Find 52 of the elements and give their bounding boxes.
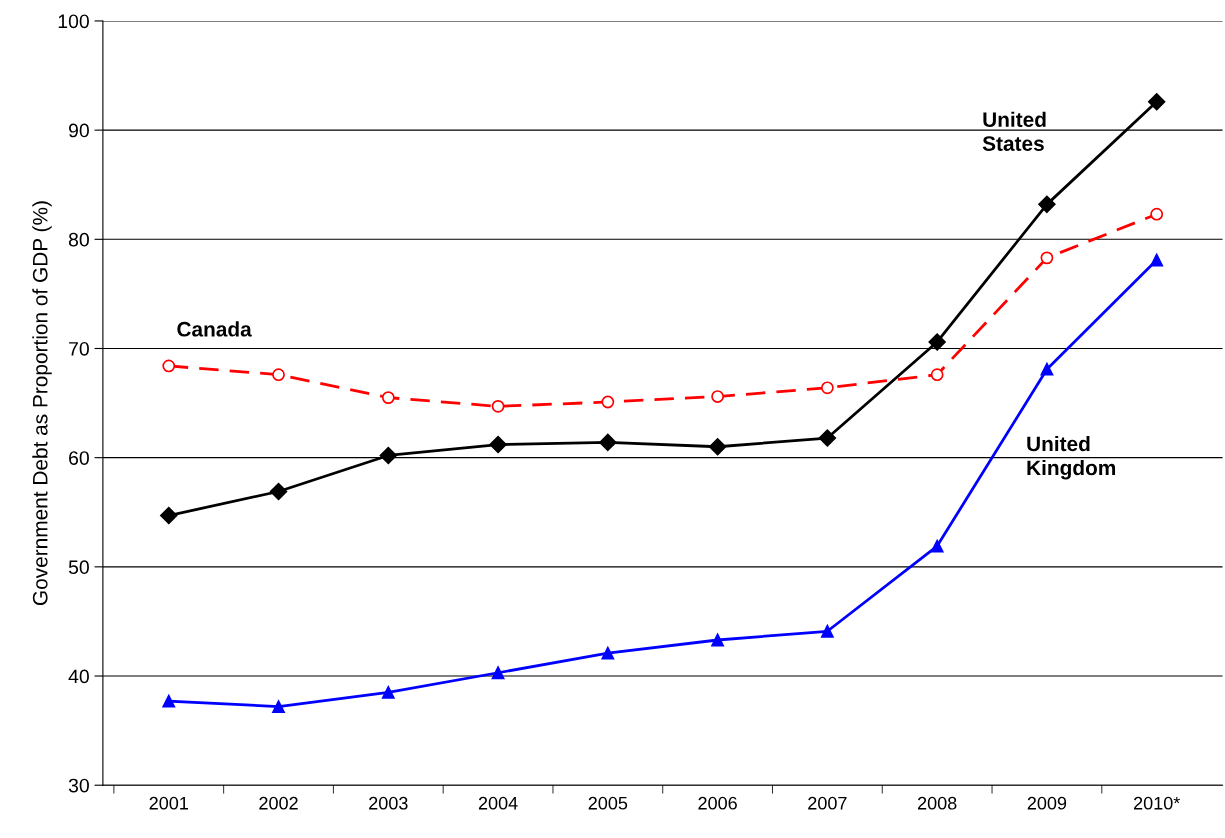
x-tick-label: 2003 — [369, 796, 408, 810]
x-tick-label: 2004 — [478, 796, 518, 810]
point — [711, 633, 725, 647]
point — [1040, 362, 1054, 376]
series-label: United States — [982, 111, 1046, 151]
x-tick-label: 2006 — [698, 796, 737, 810]
point — [930, 368, 944, 382]
point — [818, 429, 837, 447]
x-tick-label: 2007 — [808, 796, 847, 810]
point — [1147, 93, 1166, 111]
point — [1150, 207, 1164, 221]
y-tick-label: 60 — [69, 451, 89, 465]
series-label: Canada — [177, 321, 252, 337]
point — [928, 333, 946, 351]
point — [381, 686, 395, 699]
y-tick-label: 30 — [68, 778, 89, 793]
point — [708, 438, 727, 456]
y-tick-label: 90 — [68, 123, 89, 138]
point — [381, 391, 395, 405]
point — [1040, 251, 1054, 265]
x-tick-label: 2005 — [588, 796, 628, 810]
y-tick-label: 50 — [68, 560, 89, 575]
y-tick-label: 80 — [68, 232, 89, 247]
point — [601, 646, 615, 660]
point — [162, 359, 176, 373]
y-tick-label: 70 — [69, 341, 89, 356]
x-tick-label: 2010* — [1134, 796, 1181, 810]
point — [601, 395, 615, 409]
y-axis-title: Government Debt as Proportion of GDP (%) — [32, 201, 52, 606]
point — [489, 435, 507, 454]
point — [491, 399, 505, 413]
series-label: United Kingdom — [1027, 435, 1116, 480]
point — [599, 433, 617, 452]
point — [379, 446, 397, 465]
point — [269, 482, 288, 501]
point — [272, 700, 285, 713]
point — [162, 694, 176, 708]
point — [711, 390, 725, 403]
point — [820, 381, 834, 395]
y-tick-label: 40 — [68, 669, 89, 684]
x-tick-label: 2002 — [259, 796, 298, 810]
x-tick-label: 2001 — [149, 796, 188, 810]
point — [930, 539, 944, 553]
point — [160, 506, 178, 525]
x-tick-label: 2008 — [917, 796, 957, 810]
point — [1038, 195, 1056, 214]
x-tick-label: 2009 — [1027, 796, 1067, 810]
point — [491, 666, 505, 680]
point — [1150, 253, 1164, 267]
y-tick-label: 100 — [58, 14, 89, 29]
point — [272, 368, 285, 382]
point — [820, 624, 834, 638]
